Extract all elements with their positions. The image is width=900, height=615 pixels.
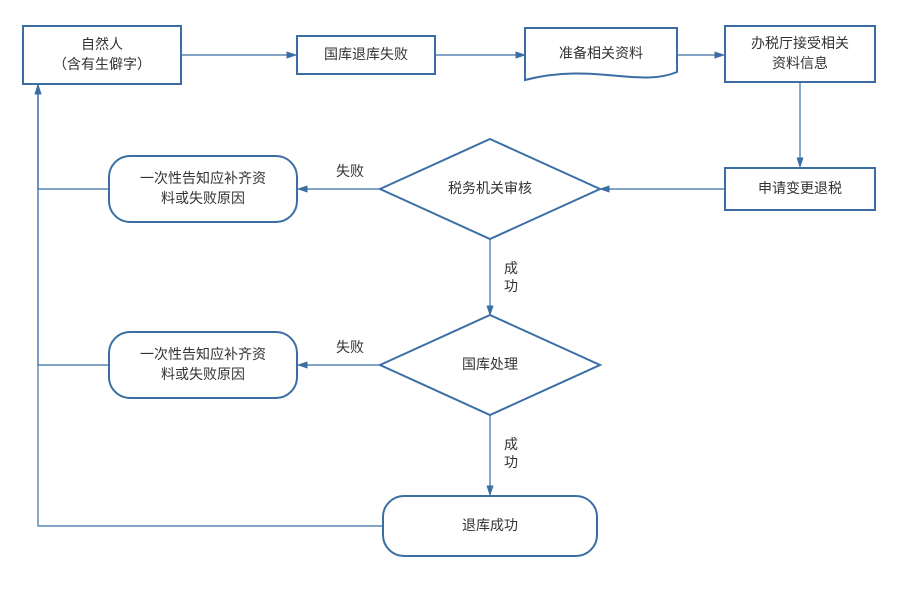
node-treasury-label: 国库处理 <box>462 355 518 375</box>
node-audit: 税务机关审核 <box>380 139 600 239</box>
node-apply-change-label: 申请变更退税 <box>758 179 842 199</box>
label-audit-success-l2: 功 <box>504 278 518 294</box>
node-notify2-line1: 一次性告知应补齐资 <box>140 346 266 362</box>
node-prepare: 准备相关资料 <box>525 28 677 80</box>
label-audit-success: 成 功 <box>504 259 518 295</box>
label-treasury-success-l1: 成 <box>504 436 518 452</box>
node-notify2-line2: 料或失败原因 <box>161 366 245 382</box>
label-audit-fail-text: 失败 <box>336 163 364 179</box>
node-accept: 办税厅接受相关 资料信息 <box>724 25 876 83</box>
node-notify2: 一次性告知应补齐资 料或失败原因 <box>108 331 298 399</box>
label-audit-fail: 失败 <box>336 162 364 180</box>
label-treasury-success-l2: 功 <box>504 454 518 470</box>
label-treasury-success: 成 功 <box>504 435 518 471</box>
node-apply-change: 申请变更退税 <box>724 167 876 211</box>
node-notify1-line2: 料或失败原因 <box>161 190 245 206</box>
node-fail-return-label: 国库退库失败 <box>324 45 408 65</box>
node-start-line1: 自然人 <box>81 36 123 52</box>
node-start: 自然人 （含有生僻字） <box>22 25 182 85</box>
node-start-line2: （含有生僻字） <box>53 56 151 72</box>
node-success-label: 退库成功 <box>462 516 518 536</box>
node-accept-line2: 资料信息 <box>772 55 828 71</box>
node-success: 退库成功 <box>382 495 598 557</box>
node-accept-line1: 办税厅接受相关 <box>751 35 849 51</box>
label-treasury-fail: 失败 <box>336 338 364 356</box>
node-notify1-line1: 一次性告知应补齐资 <box>140 170 266 186</box>
node-treasury: 国库处理 <box>380 315 600 415</box>
node-notify1: 一次性告知应补齐资 料或失败原因 <box>108 155 298 223</box>
label-audit-success-l1: 成 <box>504 260 518 276</box>
flowchart-canvas: 自然人 （含有生僻字） 国库退库失败 准备相关资料 办税厅接受相关 资料信息 申… <box>0 0 900 615</box>
node-prepare-label: 准备相关资料 <box>559 44 643 64</box>
node-fail-return: 国库退库失败 <box>296 35 436 75</box>
node-audit-label: 税务机关审核 <box>448 179 532 199</box>
label-treasury-fail-text: 失败 <box>336 339 364 355</box>
